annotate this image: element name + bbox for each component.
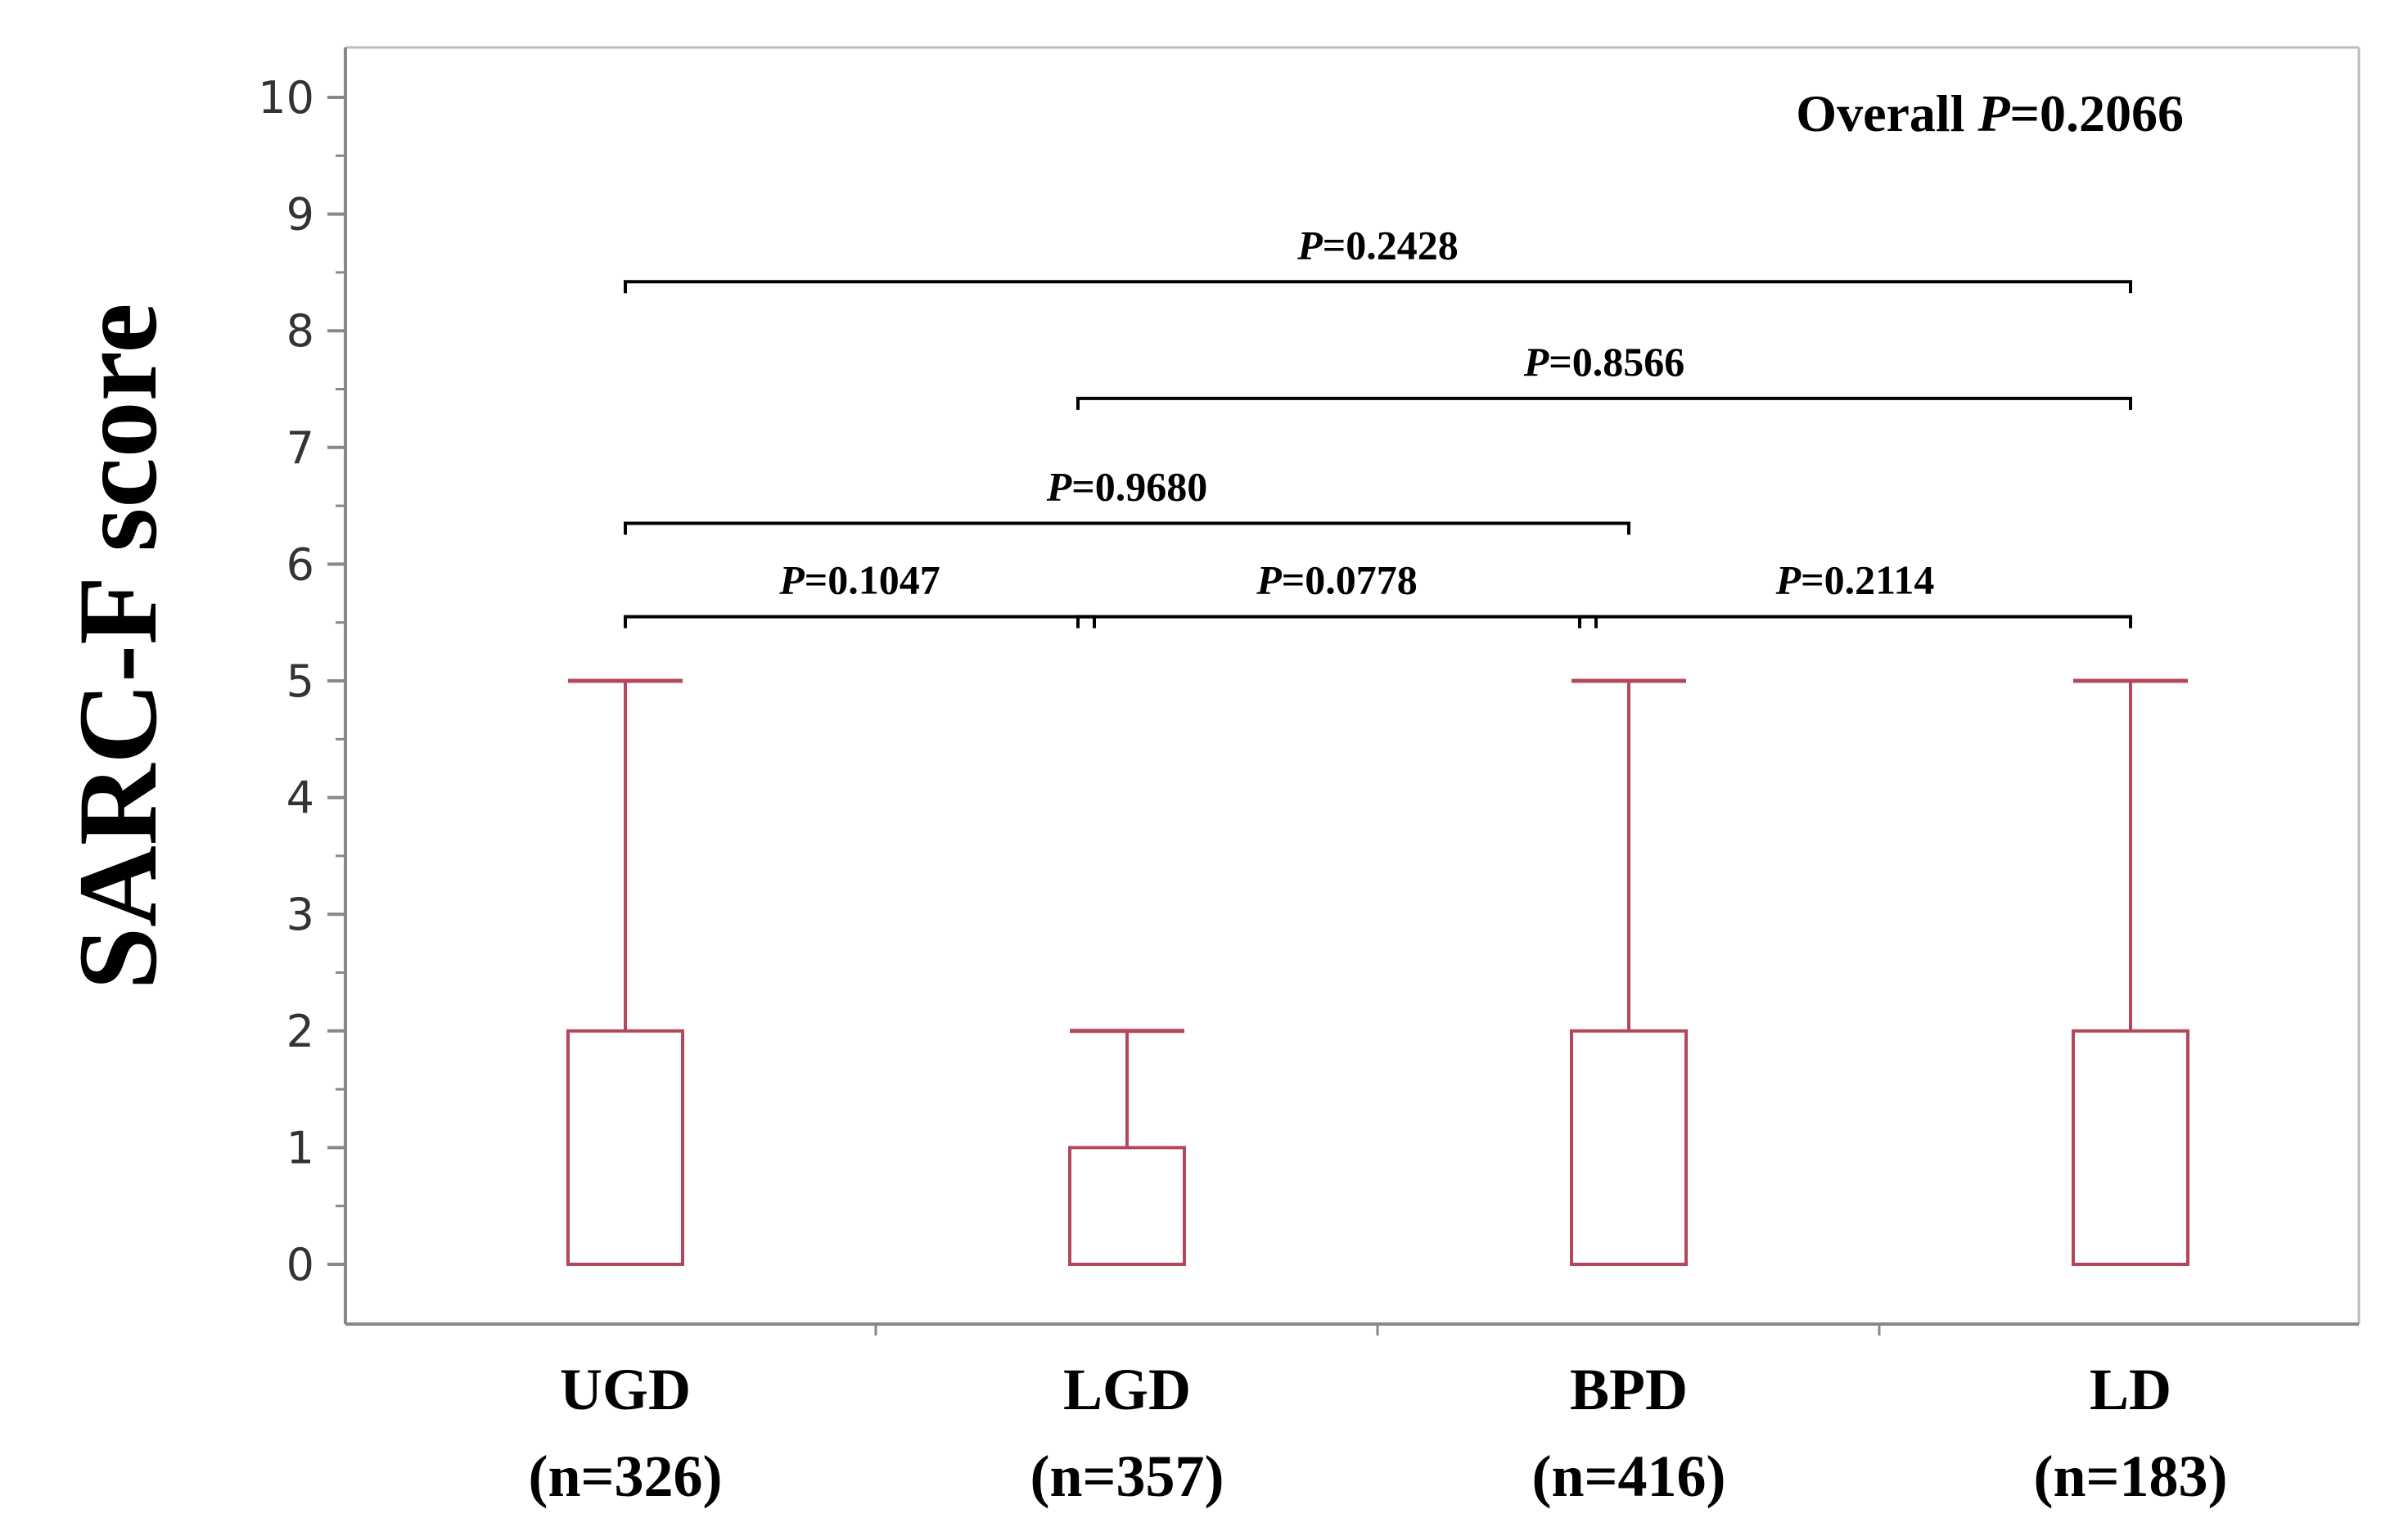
comparison-lgd-bpd: P=0.0778: [1076, 557, 1598, 628]
comparison-ugd-bpd: P=0.9680: [624, 463, 1630, 535]
p-value-label: P=0.8566: [1523, 339, 1685, 385]
x-category-n-lgd: (n=357): [1030, 1444, 1224, 1509]
bracket-line: [1076, 396, 2132, 410]
y-tick-label-2: 2: [286, 1006, 314, 1057]
bracket-line: [624, 521, 1630, 535]
p-symbol: P: [1523, 339, 1549, 385]
y-tick-label-5: 5: [286, 655, 314, 707]
p-symbol: P: [1296, 222, 1323, 268]
y-tick-label-7: 7: [286, 422, 314, 474]
y-axis-label: SARC-F score: [55, 303, 180, 989]
x-category-n-ld: (n=183): [2033, 1444, 2227, 1509]
bracket-line: [624, 280, 2132, 294]
iqr-box-lgd: [1068, 1146, 1186, 1267]
y-tick-label-9: 9: [286, 189, 314, 241]
p-symbol: P: [1775, 557, 1801, 603]
p-value: =0.2428: [1323, 222, 1459, 268]
p-value-label: P=0.9680: [1046, 463, 1208, 509]
iqr-box-ld: [2072, 1029, 2189, 1267]
comparison-lgd-ld: P=0.8566: [1076, 339, 2132, 410]
p-value: =0.1047: [805, 557, 940, 603]
iqr-box-bpd: [1570, 1029, 1688, 1267]
x-category-label-ugd: UGD: [560, 1357, 691, 1422]
overall-p-value: Overall P=0.2066: [1796, 84, 2184, 142]
p-value: =0.8566: [1549, 339, 1684, 385]
bracket-line: [624, 615, 1096, 628]
comparison-ugd-ld: P=0.2428: [624, 222, 2132, 294]
p-value-label: P=0.0778: [1256, 557, 1418, 603]
p-value-label: P=0.2114: [1775, 557, 1935, 603]
x-category-label-ld: LD: [2090, 1357, 2171, 1422]
overall-p-symbol: P: [1977, 84, 2010, 142]
x-category-label-bpd: BPD: [1570, 1357, 1688, 1422]
y-tick-label-3: 3: [286, 889, 314, 940]
y-tick-label-1: 1: [286, 1122, 314, 1173]
p-symbol: P: [778, 557, 805, 603]
y-tick-label-4: 4: [286, 773, 314, 824]
p-value: =0.0778: [1282, 557, 1418, 603]
y-tick-label-10: 10: [258, 72, 314, 124]
box-bpd: [1570, 678, 1688, 1267]
y-tick-label-0: 0: [286, 1239, 314, 1291]
y-tick-label-6: 6: [286, 538, 314, 590]
comparison-bpd-ld: P=0.2114: [1578, 557, 2132, 628]
overall-value: =0.2066: [2010, 84, 2184, 142]
bracket-line: [1578, 615, 2132, 628]
bracket-line: [1076, 615, 1598, 628]
p-value-label: P=0.2428: [1296, 222, 1459, 268]
x-category-n-ugd: (n=326): [528, 1444, 722, 1509]
overall-prefix: Overall: [1796, 84, 1977, 142]
p-value: =0.2114: [1801, 557, 1934, 603]
x-category-n-bpd: (n=416): [1531, 1444, 1725, 1509]
p-symbol: P: [1256, 557, 1282, 603]
x-category-label-lgd: LGD: [1063, 1357, 1191, 1422]
comparison-ugd-lgd: P=0.1047: [624, 557, 1096, 628]
iqr-box-ugd: [566, 1029, 684, 1267]
y-tick-label-8: 8: [286, 305, 314, 357]
box-ugd: [566, 678, 684, 1267]
p-value: =0.9680: [1071, 463, 1207, 509]
p-value-label: P=0.1047: [778, 557, 940, 603]
box-lgd: [1068, 1029, 1186, 1267]
p-symbol: P: [1046, 463, 1072, 509]
box-ld: [2072, 678, 2189, 1267]
